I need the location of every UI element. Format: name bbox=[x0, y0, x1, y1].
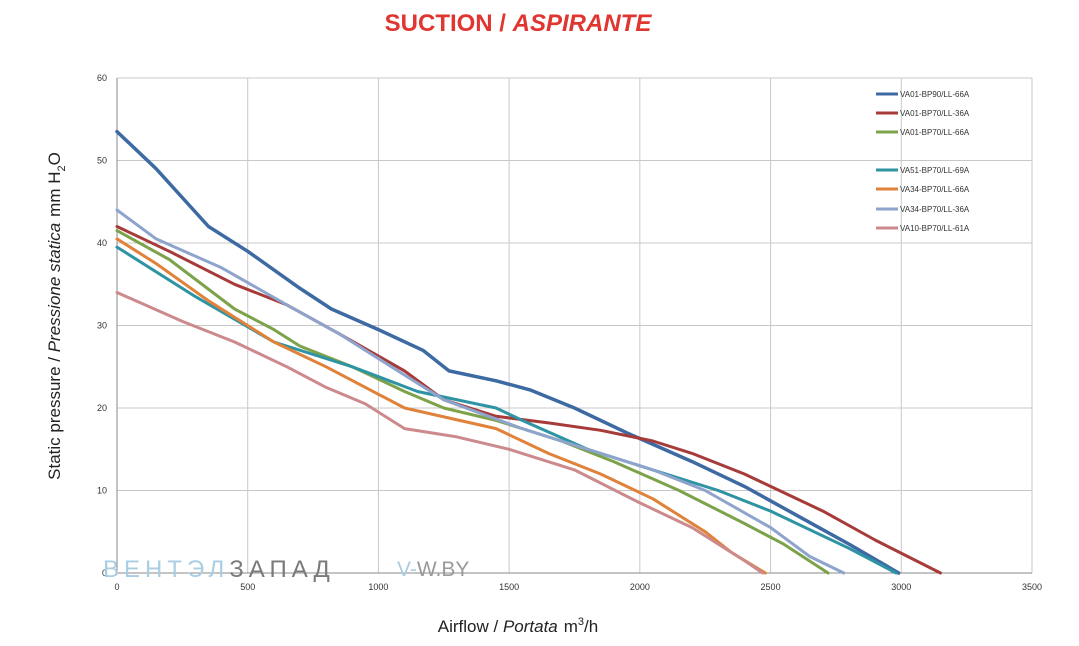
x-tick-label: 0 bbox=[114, 582, 119, 592]
y-tick-label: 0 bbox=[102, 568, 107, 578]
y-axis-label-italic: Pressione statica bbox=[45, 223, 64, 352]
watermark-url: V-W.BY bbox=[397, 558, 469, 581]
y-axis-unit: mm H bbox=[45, 172, 64, 217]
y-axis-unit-post: O bbox=[45, 152, 64, 165]
x-tick-label: 3000 bbox=[891, 582, 911, 592]
y-tick-label: 20 bbox=[97, 403, 107, 413]
chart-title: SUCTION / ASPIRANTE bbox=[385, 10, 653, 37]
legend-label-1: VA01-BP90/LL-66A bbox=[900, 90, 970, 99]
x-tick-label: 3500 bbox=[1022, 582, 1042, 592]
y-axis-title: Static pressure / Pressione statica mm H2… bbox=[45, 152, 68, 480]
chart-title-italic: ASPIRANTE bbox=[512, 10, 653, 37]
series-line-6 bbox=[115, 208, 846, 575]
x-axis-unit: m bbox=[564, 617, 578, 636]
legend-label-7: VA10-BP70/LL-61A bbox=[900, 224, 970, 233]
y-tick-label: 10 bbox=[97, 486, 107, 496]
x-axis-title: Airflow / Portata m3/h bbox=[438, 616, 598, 636]
y-axis-unit-sub: 2 bbox=[56, 165, 68, 171]
watermark-logo: ВЕНТЭЛЗАПАД V-W.BY bbox=[103, 556, 469, 583]
watermark-url-part-a: V- bbox=[397, 558, 417, 581]
y-tick-label: 30 bbox=[97, 321, 107, 331]
watermark-part-b: ЗАПАД bbox=[229, 556, 335, 583]
legend-label-5: VA34-BP70/LL-66A bbox=[900, 185, 970, 194]
x-tick-label: 2000 bbox=[630, 582, 650, 592]
y-tick-label: 40 bbox=[97, 238, 107, 248]
watermark-text: ВЕНТЭЛЗАПАД bbox=[103, 556, 335, 583]
legend-label-4: VA51-BP70/LL-69A bbox=[900, 166, 970, 175]
legend-label-3: VA01-BP70/LL-66A bbox=[900, 128, 970, 137]
x-tick-label: 1500 bbox=[499, 582, 519, 592]
tick-labels: 0 500 1000 1500 2000 2500 3000 3500 0 10 20 30 40 50 6… bbox=[97, 73, 1042, 592]
series-line-7 bbox=[115, 291, 765, 575]
series-line-3 bbox=[115, 229, 830, 575]
y-tick-label: 50 bbox=[97, 156, 107, 166]
x-tick-label: 500 bbox=[240, 582, 255, 592]
x-axis-unit-sup: 3 bbox=[578, 616, 584, 628]
watermark-url-part-b: W.BY bbox=[417, 558, 470, 581]
y-tick-label: 60 bbox=[97, 73, 107, 83]
chart-title-main: SUCTION / bbox=[385, 10, 513, 37]
x-axis-label-italic: Portata bbox=[503, 617, 558, 636]
legend: VA01-BP90/LL-66A VA01-BP70/LL-36A VA01-BP7… bbox=[876, 90, 970, 233]
y-axis-label-main: Static pressure / bbox=[45, 352, 64, 480]
x-axis-unit-tail: /h bbox=[584, 617, 598, 636]
legend-label-2: VA01-BP70/LL-36A bbox=[900, 109, 970, 118]
x-axis-label-main: Airflow / bbox=[438, 617, 503, 636]
x-tick-label: 2500 bbox=[761, 582, 781, 592]
series-line-4 bbox=[115, 245, 898, 575]
axes bbox=[116, 78, 1032, 574]
watermark-part-a: ВЕНТЭЛ bbox=[103, 556, 229, 583]
series-line-5 bbox=[115, 237, 767, 575]
series-line-1 bbox=[115, 129, 901, 575]
legend-label-6: VA34-BP70/LL-36A bbox=[900, 205, 970, 214]
x-tick-label: 1000 bbox=[368, 582, 388, 592]
grid-lines bbox=[117, 77, 1033, 573]
series-lines bbox=[115, 129, 942, 575]
